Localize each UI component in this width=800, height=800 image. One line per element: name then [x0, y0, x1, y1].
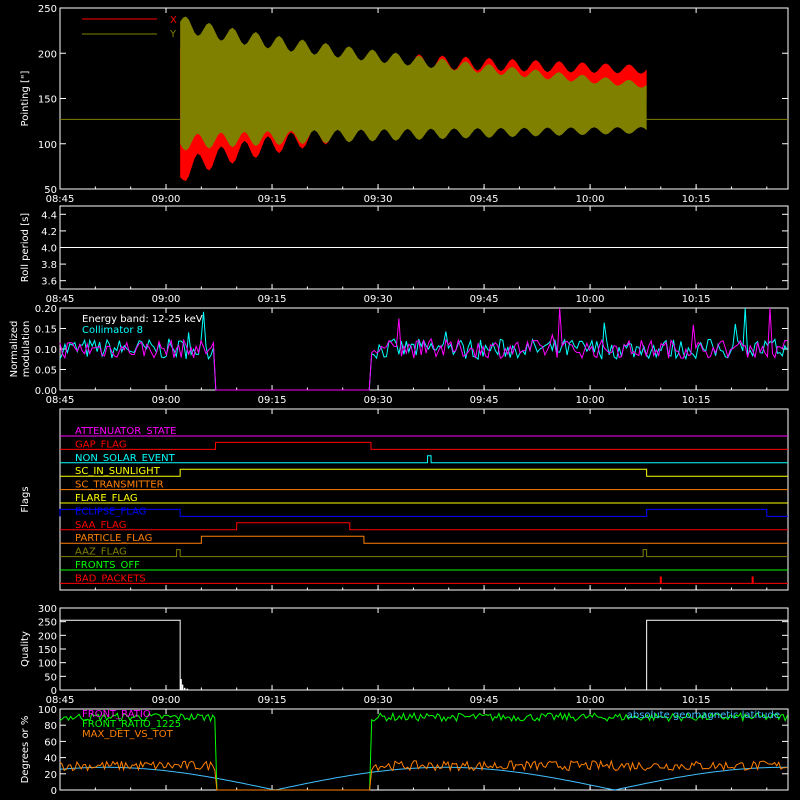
quality-xtick-label: 09:45 — [470, 695, 499, 706]
pointing-ytick-label: 250 — [38, 4, 57, 15]
ratios-frame — [59, 708, 789, 791]
roll-ytick-label: 3.6 — [41, 277, 57, 288]
ratios-ytick-label: 0 — [51, 786, 57, 797]
roll-xtick-label: 09:30 — [364, 294, 393, 305]
quality-xtick-label: 09:00 — [152, 695, 181, 706]
pointing-xtick-label: 09:15 — [258, 194, 287, 205]
pointing-ytick-label: 50 — [44, 185, 57, 196]
pointing-xtick-label: 08:45 — [46, 194, 75, 205]
ratios-ytick-label: 60 — [44, 737, 57, 748]
modulation-ylabel-2: modulation — [21, 321, 32, 378]
quality-line — [60, 619, 788, 691]
quality-ytick-label: 150 — [38, 645, 57, 656]
flag-label: SC_TRANSMITTER — [75, 480, 164, 491]
pointing-ylabel: Pointing ["] — [20, 70, 31, 126]
modulation-ytick-label: 0.15 — [35, 325, 57, 336]
pointing-ytick-label: 100 — [38, 140, 57, 151]
quality-xtick-label: 09:15 — [258, 695, 287, 706]
collimator-label: Collimator 8 — [82, 325, 143, 336]
quality-ytick-label: 300 — [38, 604, 57, 615]
modulation-xtick-label: 10:15 — [682, 395, 711, 406]
quality-xtick-label: 10:00 — [576, 695, 605, 706]
pointing-xtick-label: 10:00 — [576, 194, 605, 205]
ratios-legend-label: MAX_DET_VS_TOT — [82, 729, 174, 740]
flags-ylabel: Flags — [20, 486, 31, 512]
roll-ytick-label: 3.8 — [41, 260, 57, 271]
ratios-ytick-label: 80 — [44, 721, 57, 732]
energy-band-label: Energy band: 12-25 keV — [82, 314, 203, 325]
ratios-ylabel: Degrees or % — [20, 716, 31, 784]
pointing-xtick-label: 09:30 — [364, 194, 393, 205]
ratios-ytick-label: 100 — [38, 705, 57, 716]
modulation-xtick-label: 08:45 — [46, 395, 75, 406]
quality-ytick-label: 0 — [51, 686, 57, 697]
legend-x-label: X — [170, 15, 177, 26]
modulation-ytick-label: 0.00 — [35, 386, 57, 397]
modulation-xtick-label: 09:45 — [470, 395, 499, 406]
legend-y-label: Y — [169, 29, 177, 40]
roll-xtick-label: 09:00 — [152, 294, 181, 305]
modulation-series — [59, 307, 788, 391]
flag-label: NON_SOLAR_EVENT — [75, 453, 176, 464]
pointing-xtick-label: 09:00 — [152, 194, 181, 205]
flag-label: SC_IN_SUNLIGHT — [75, 466, 161, 477]
flag-label: GAP_FLAG — [75, 439, 127, 450]
quality-xtick-label: 09:30 — [364, 695, 393, 706]
flag-label: BAD_PACKETS — [75, 573, 146, 584]
geomagnetic-latitude-line — [59, 766, 788, 791]
roll-xtick-label: 10:15 — [682, 294, 711, 305]
pointing-ytick-label: 150 — [38, 95, 57, 106]
flag-label: FLARE_FLAG — [75, 493, 138, 504]
flag-label: ECLIPSE_FLAG — [75, 506, 146, 517]
flag-line — [60, 468, 788, 477]
modulation-ytick-label: 0.10 — [35, 345, 57, 356]
flag-label: ATTENUATOR_STATE — [75, 426, 176, 437]
modulation-ytick-label: 0.05 — [35, 366, 57, 377]
roll-xtick-label: 09:45 — [470, 294, 499, 305]
ratios-ytick-label: 20 — [44, 770, 57, 781]
ratios-legend-label: FRONT_RATIO_1225 — [82, 719, 181, 730]
roll-xtick-label: 09:15 — [258, 294, 287, 305]
ratios-ytick-label: 40 — [44, 754, 57, 765]
roll-ytick-label: 4.0 — [41, 244, 57, 255]
roll-xtick-label: 10:00 — [576, 294, 605, 305]
geomagnetic-latitude-label: absolute geomagnetic latitude — [627, 710, 780, 721]
quality-ytick-label: 50 — [44, 672, 57, 683]
quality-xtick-label: 10:15 — [682, 695, 711, 706]
flag-label: PARTICLE_FLAG — [75, 533, 152, 544]
pointing-series-y — [180, 16, 647, 151]
flag-line — [59, 508, 788, 517]
roll-ylabel: Roll period [s] — [20, 213, 31, 282]
roll-ytick-label: 4.2 — [41, 227, 57, 238]
flags-frame — [59, 408, 789, 591]
quality-ylabel: Quality — [20, 631, 31, 667]
front-ratio-1225-series — [59, 711, 788, 791]
flag-label: SAA_FLAG — [75, 520, 126, 531]
max-det-vs-tot-series — [59, 759, 788, 791]
quality-ytick-label: 100 — [38, 659, 57, 670]
modulation-xtick-label: 09:15 — [258, 395, 287, 406]
roll-xtick-label: 08:45 — [46, 294, 75, 305]
roll-ytick-label: 4.4 — [41, 210, 57, 221]
flag-label: AAZ_FLAG — [75, 547, 127, 558]
pointing-xtick-label: 10:15 — [682, 194, 711, 205]
pointing-xtick-label: 09:45 — [470, 194, 499, 205]
ratios-legend-label: FRONT_RATIO — [82, 709, 151, 720]
flag-line — [60, 549, 788, 558]
quality-xtick-label: 08:45 — [46, 695, 75, 706]
quality-ytick-label: 250 — [38, 618, 57, 629]
modulation-xtick-label: 10:00 — [576, 395, 605, 406]
modulation-ytick-label: 0.20 — [35, 304, 57, 315]
flag-line — [60, 522, 788, 531]
modulation-xtick-label: 09:30 — [364, 395, 393, 406]
pointing-ytick-label: 200 — [38, 49, 57, 60]
flag-label: FRONTS_OFF — [75, 560, 140, 571]
flag-line — [60, 535, 788, 544]
modulation-xtick-label: 09:00 — [152, 395, 181, 406]
flag-line — [60, 455, 788, 464]
quality-ytick-label: 200 — [38, 631, 57, 642]
modulation-ylabel: Normalized — [9, 321, 20, 378]
flag-line — [60, 441, 788, 450]
